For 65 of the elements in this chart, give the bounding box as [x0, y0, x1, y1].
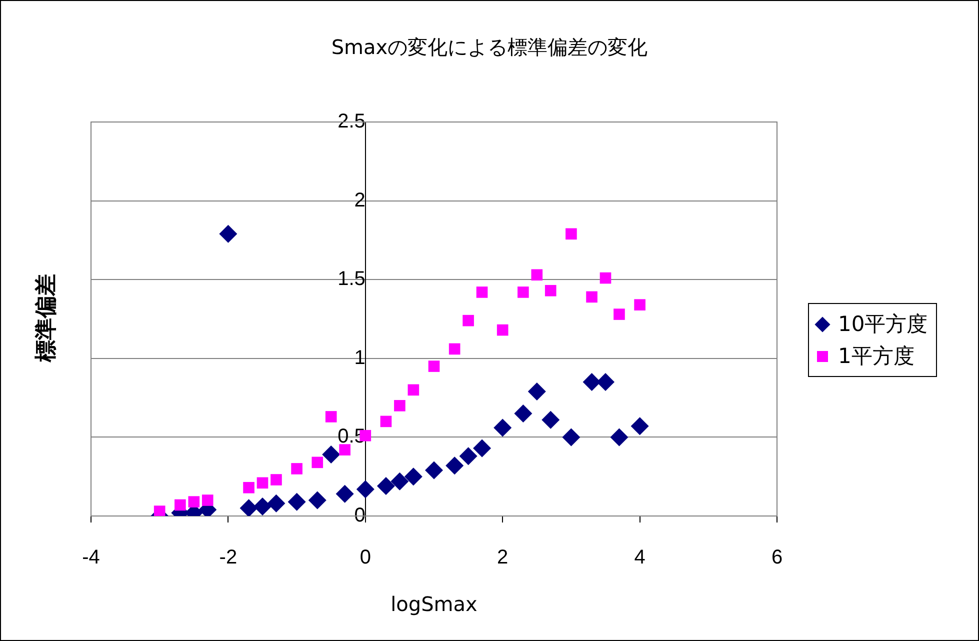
point: [356, 480, 374, 498]
point: [267, 494, 286, 512]
point: [288, 492, 306, 511]
point: [380, 416, 392, 428]
point: [154, 506, 166, 516]
point: [544, 284, 556, 296]
point: [514, 404, 532, 423]
point: [394, 400, 406, 412]
point: [542, 410, 560, 429]
point: [425, 461, 443, 480]
point: [312, 456, 324, 468]
point: [308, 491, 326, 510]
point: [586, 291, 598, 303]
point: [188, 496, 200, 508]
point: [582, 373, 601, 392]
legend-label: 1平方度: [837, 343, 916, 370]
point: [336, 484, 354, 503]
legend-label: 10平方度: [837, 311, 928, 338]
point: [476, 286, 488, 298]
point: [446, 456, 464, 475]
point: [448, 343, 460, 355]
point: [614, 308, 625, 320]
point: [404, 468, 422, 486]
point: [496, 324, 508, 336]
point: [325, 411, 337, 422]
x-axis-title: logSmax: [390, 592, 478, 616]
point: [462, 314, 474, 326]
chart-title: Smaxの変化による標準偏差の変化: [330, 34, 649, 61]
point: [174, 499, 186, 511]
point: [376, 477, 395, 496]
point: [473, 439, 492, 458]
point: [531, 269, 543, 281]
point: [322, 446, 340, 464]
point: [390, 472, 409, 490]
point: [202, 494, 214, 506]
point: [610, 428, 628, 446]
point: [459, 447, 478, 466]
y-axis-title: 標準偏差: [33, 274, 60, 362]
point: [243, 482, 254, 494]
x-tick-label: -4: [82, 546, 100, 569]
y-tick-label: 2.5: [338, 110, 366, 133]
y-tick-label: 2: [354, 189, 366, 212]
point: [408, 384, 420, 396]
point: [219, 224, 238, 243]
y-tick-label: 1: [354, 346, 366, 369]
point: [630, 417, 649, 436]
point: [291, 463, 302, 474]
y-tick-label: 1.5: [338, 268, 366, 290]
point: [634, 299, 646, 310]
x-tick-label: -2: [219, 546, 238, 569]
x-tick-label: 4: [634, 546, 646, 569]
point: [518, 286, 529, 298]
point: [428, 360, 440, 372]
point: [528, 382, 546, 400]
point: [562, 428, 580, 446]
x-tick-label: 6: [771, 546, 783, 569]
x-tick-label: 2: [497, 546, 508, 569]
point: [596, 373, 614, 392]
point: [256, 477, 268, 489]
point: [240, 499, 258, 516]
point: [600, 272, 612, 284]
point: [254, 498, 272, 516]
point: [494, 418, 512, 437]
point: [270, 474, 282, 486]
point: [566, 228, 577, 240]
